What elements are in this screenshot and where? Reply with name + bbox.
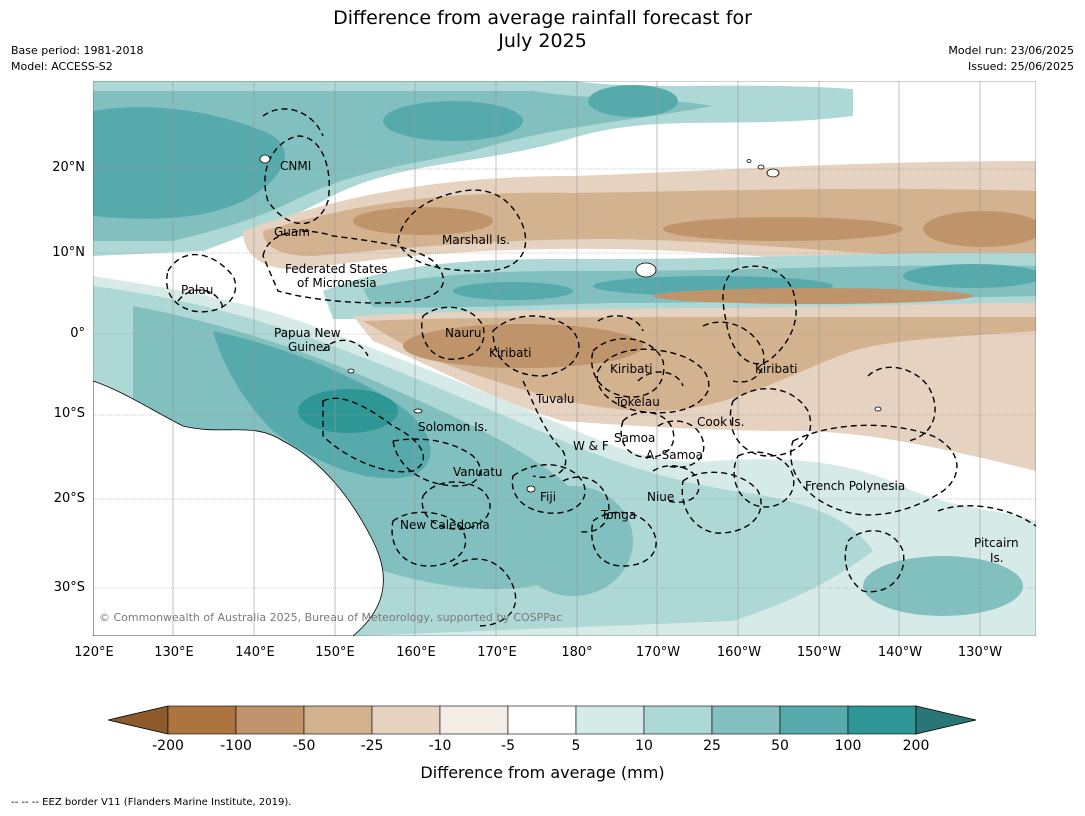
colorbar-tick-label: 50 (771, 738, 789, 754)
issued-date: Issued: 25/06/2025 (967, 60, 1074, 73)
base-period: Base period: 1981-2018 (11, 44, 144, 57)
eez-footnote: -- -- -- EEZ border V11 (Flanders Marine… (11, 797, 292, 808)
colorbar-segment (439, 705, 509, 735)
lon-label-150w: 150°W (796, 645, 842, 660)
lon-label-170w: 170°W (635, 645, 681, 660)
map-title: Difference from average rainfall forecas… (0, 7, 1085, 53)
region-label-cook: Cook Is. (697, 415, 744, 429)
map-canvas: CNMI Guam Marshall Is. Federated States … (93, 81, 1036, 636)
region-label-vanuatu: Vanuatu (453, 465, 503, 479)
lon-label-130w: 130°W (957, 645, 1003, 660)
region-label-kiribati-west: Kiribati (489, 346, 531, 360)
region-label-tokelau: Tokelau (614, 395, 660, 409)
colorbar-tick-label: -100 (220, 738, 252, 754)
lon-label-160e: 160°E (396, 645, 436, 660)
australia-landmass (93, 380, 384, 636)
colorbar-segment (643, 705, 713, 735)
region-label-new-caledonia: New Caledonia (400, 518, 490, 532)
colorbar-segment (235, 705, 305, 735)
lon-label-150e: 150°E (315, 645, 355, 660)
lat-label-0: 0° (70, 326, 85, 341)
region-label-cnmi: CNMI (280, 159, 311, 173)
lon-label-140w: 140°W (877, 645, 923, 660)
dry-region-equatorial (353, 288, 1036, 471)
colorbar-segment (303, 705, 373, 735)
region-label-png-2: Guinea (288, 340, 331, 354)
lon-label-120e: 120°E (74, 645, 114, 660)
title-line-2: July 2025 (498, 30, 587, 52)
colorbar-segment (575, 705, 645, 735)
meta-left: Base period: 1981-2018 Model: ACCESS-S2 (11, 43, 143, 75)
region-label-kiribati-central: Kiribati (610, 362, 652, 376)
region-label-pitcairn-2: Is. (990, 551, 1004, 565)
region-label-tonga: Tonga (600, 508, 636, 522)
colorbar-segment (167, 705, 237, 735)
lat-label-10s: 10°S (53, 406, 85, 421)
colorbar-tick-label: -50 (292, 738, 316, 754)
colorbar-tick-label: -10 (428, 738, 452, 754)
rainfall-map: CNMI Guam Marshall Is. Federated States … (93, 81, 1036, 636)
colorbar-tick-label: -5 (501, 738, 515, 754)
colorbar-extend-high (915, 705, 977, 735)
region-label-marshall: Marshall Is. (442, 233, 510, 247)
region-label-samoa: Samoa (614, 431, 655, 445)
colorbar-label: Difference from average (mm) (420, 763, 665, 782)
meta-right: Model run: 23/06/2025 Issued: 25/06/2025 (948, 43, 1074, 75)
lon-label-170e: 170°E (477, 645, 517, 660)
colorbar-tick-label: 200 (902, 738, 930, 754)
region-label-french-polynesia: French Polynesia (805, 479, 905, 493)
region-label-fsm-2: of Micronesia (297, 276, 377, 290)
region-label-fsm-1: Federated States (285, 262, 387, 276)
lon-label-130e: 130°E (154, 645, 194, 660)
dry-region-north (243, 161, 1036, 276)
lon-label-180: 180° (561, 645, 593, 660)
colorbar-extend-low (108, 705, 169, 735)
lat-label-10n: 10°N (52, 245, 85, 260)
region-label-asamoa: A. Samoa (646, 448, 703, 462)
colorbar-segment (711, 705, 781, 735)
colorbar-tick-label: -25 (360, 738, 384, 754)
title-line-1: Difference from average rainfall forecas… (333, 7, 752, 29)
region-label-solomon: Solomon Is. (418, 420, 488, 434)
colorbar-tick-label: 5 (571, 738, 581, 754)
region-label-niue: Niue (647, 490, 674, 504)
region-label-png-1: Papua New (274, 326, 341, 340)
colorbar-tick-label: 10 (635, 738, 653, 754)
lat-label-20n: 20°N (52, 160, 85, 175)
region-label-fiji: Fiji (540, 490, 556, 504)
colorbar-tick-label: 100 (834, 738, 862, 754)
colorbar-tick-label: 25 (703, 738, 721, 754)
copyright-notice: © Commonwealth of Australia 2025, Bureau… (99, 611, 562, 624)
region-label-nauru: Nauru (445, 326, 481, 340)
model-run: Model run: 23/06/2025 (948, 44, 1074, 57)
lon-label-140e: 140°E (235, 645, 275, 660)
lat-label-20s: 20°S (53, 491, 85, 506)
colorbar (108, 705, 977, 735)
islands (259, 154, 882, 493)
region-label-kiribati-east: Kiribati (755, 362, 797, 376)
region-label-pitcairn-1: Pitcairn (974, 536, 1019, 550)
colorbar-segments (108, 705, 977, 735)
colorbar-segment (371, 705, 441, 735)
colorbar-segment (847, 705, 917, 735)
lat-label-30s: 30°S (53, 580, 85, 595)
model-name: Model: ACCESS-S2 (11, 60, 113, 73)
region-label-tuvalu: Tuvalu (535, 392, 575, 406)
region-label-guam: Guam (274, 225, 310, 239)
region-label-wf: W & F (573, 439, 609, 453)
colorbar-segment (779, 705, 849, 735)
graticule (93, 81, 1036, 636)
colorbar-tick-label: -200 (152, 738, 184, 754)
colorbar-segment (507, 705, 577, 735)
lon-label-160w: 160°W (716, 645, 762, 660)
region-label-palau: Palau (181, 283, 213, 297)
wet-region-north (93, 81, 853, 256)
